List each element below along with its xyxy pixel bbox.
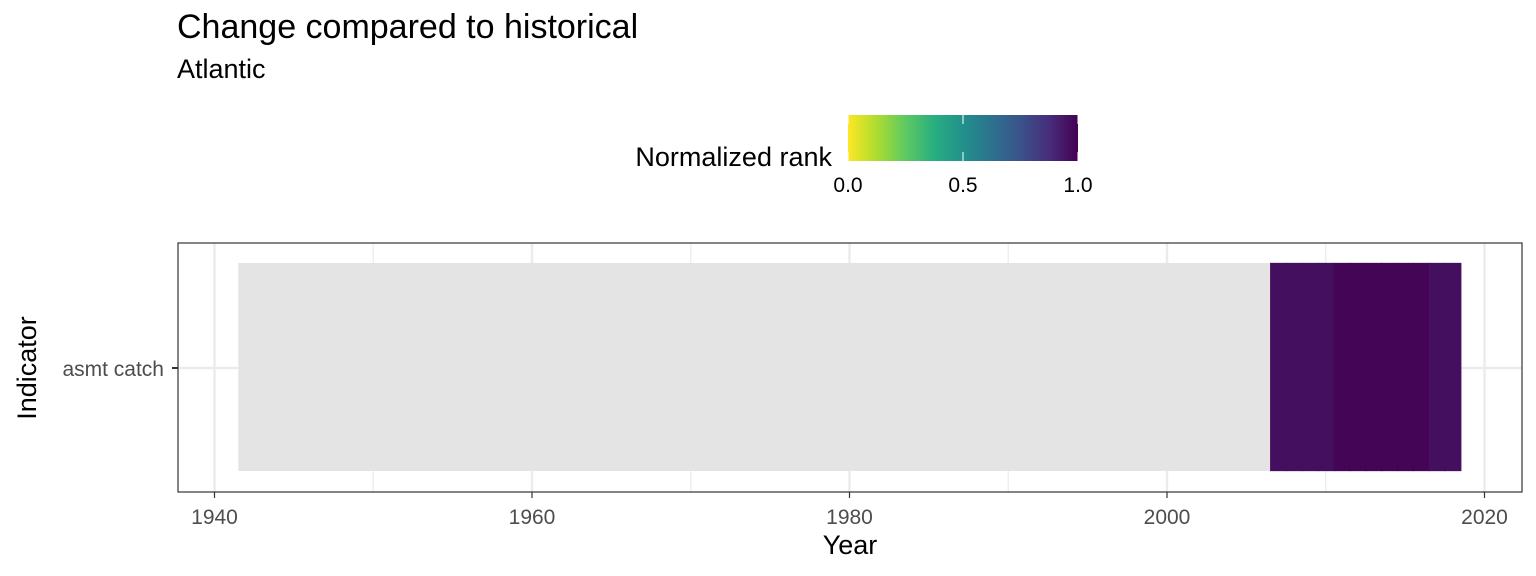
- heatmap-cell-2013: [1365, 262, 1383, 472]
- chart-title: Change compared to historical: [177, 8, 639, 46]
- heatmap-cell-2010: [1317, 262, 1335, 472]
- heatmap-cell-2007: [1270, 262, 1287, 472]
- x-axis-label: Year: [823, 530, 878, 560]
- heatmap-cell-2011: [1333, 262, 1351, 472]
- x-tick-label: 1980: [826, 506, 873, 529]
- x-tick-label: 2000: [1144, 506, 1191, 529]
- plot-panel: [177, 242, 1523, 493]
- heatmap-cell-2009: [1301, 262, 1319, 472]
- heatmap-cell-2017: [1428, 262, 1446, 472]
- legend-tick-label: 1.0: [1063, 174, 1092, 197]
- x-tick-label: 2020: [1461, 506, 1508, 529]
- x-tick-label: 1940: [191, 506, 238, 529]
- heatmap-cell-2014: [1381, 262, 1398, 472]
- heatmap-cell-2016: [1412, 262, 1430, 472]
- legend-ticks: 0.0 0.5 1.0: [833, 115, 1093, 197]
- y-tick-label: asmt catch: [62, 358, 164, 381]
- chart-subtitle: Atlantic: [177, 54, 266, 84]
- x-axis: 1940 1960 1980 2000 2020: [191, 492, 1508, 529]
- legend-title: Normalized rank: [635, 142, 832, 172]
- legend-tick-label: 0.0: [833, 174, 862, 197]
- heatmap-cell-2008: [1285, 262, 1303, 472]
- heatmap-cell-2018: [1444, 262, 1462, 472]
- heatmap-cell-2012: [1349, 262, 1367, 472]
- y-axis-label: Indicator: [12, 316, 42, 420]
- x-tick-label: 1960: [509, 506, 556, 529]
- legend-tick-label: 0.5: [948, 174, 977, 197]
- missing-data-tile: [238, 263, 1271, 471]
- heatmap-cell-2015: [1397, 262, 1414, 472]
- heatmap-cells: [238, 262, 1462, 472]
- y-axis: asmt catch: [62, 358, 178, 381]
